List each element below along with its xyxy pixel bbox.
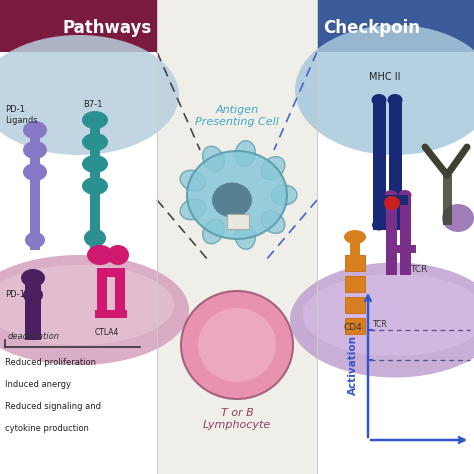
Bar xyxy=(317,0,474,474)
Ellipse shape xyxy=(0,35,179,155)
Ellipse shape xyxy=(198,308,276,382)
Bar xyxy=(317,0,474,52)
Bar xyxy=(390,245,416,253)
Text: PD-1: PD-1 xyxy=(5,290,25,299)
Ellipse shape xyxy=(235,223,255,249)
Ellipse shape xyxy=(23,163,47,181)
Bar xyxy=(157,0,317,474)
Ellipse shape xyxy=(384,190,398,200)
Text: B7-1: B7-1 xyxy=(83,100,102,109)
Bar xyxy=(115,277,125,312)
Text: T or B
Lymphocyte: T or B Lymphocyte xyxy=(203,408,271,430)
Bar xyxy=(0,0,158,52)
Bar xyxy=(30,130,40,250)
Text: Antigen
Presenting Cell: Antigen Presenting Cell xyxy=(195,105,279,127)
Text: CTLA4: CTLA4 xyxy=(95,328,119,337)
Text: deactivation: deactivation xyxy=(8,332,60,341)
Text: Induced anergy: Induced anergy xyxy=(5,380,71,389)
Ellipse shape xyxy=(23,287,43,303)
Ellipse shape xyxy=(372,219,386,230)
Ellipse shape xyxy=(180,170,206,191)
Ellipse shape xyxy=(0,265,174,345)
Ellipse shape xyxy=(21,269,45,287)
Ellipse shape xyxy=(25,232,45,248)
Bar xyxy=(97,268,125,277)
Ellipse shape xyxy=(399,190,411,200)
Bar xyxy=(345,276,365,292)
Bar xyxy=(376,195,408,205)
Text: PD-1
Ligands: PD-1 Ligands xyxy=(5,105,37,125)
Text: Checkpoin: Checkpoin xyxy=(323,19,420,37)
Bar xyxy=(345,297,365,313)
Ellipse shape xyxy=(388,94,402,106)
Bar xyxy=(345,318,365,334)
Text: TCR: TCR xyxy=(410,265,428,274)
Text: cytokine production: cytokine production xyxy=(5,424,89,433)
Ellipse shape xyxy=(290,263,474,377)
Bar xyxy=(389,100,402,230)
Ellipse shape xyxy=(442,204,474,232)
Text: CD4: CD4 xyxy=(344,323,363,332)
Bar xyxy=(95,310,127,318)
Ellipse shape xyxy=(0,255,189,365)
Ellipse shape xyxy=(302,274,474,356)
Ellipse shape xyxy=(384,196,400,210)
Ellipse shape xyxy=(82,133,108,151)
Text: TCR: TCR xyxy=(373,320,388,329)
Text: Pathways: Pathways xyxy=(63,19,152,37)
Ellipse shape xyxy=(261,210,285,233)
Ellipse shape xyxy=(271,185,297,205)
Bar xyxy=(90,120,100,250)
Bar xyxy=(350,238,360,258)
Ellipse shape xyxy=(107,245,129,265)
Ellipse shape xyxy=(187,151,287,239)
Bar xyxy=(400,195,411,275)
Bar xyxy=(227,214,249,229)
Bar xyxy=(97,277,107,312)
Text: Reduced signaling and: Reduced signaling and xyxy=(5,402,101,411)
Ellipse shape xyxy=(261,157,285,179)
Bar xyxy=(443,175,452,225)
Ellipse shape xyxy=(82,177,108,195)
Bar xyxy=(386,195,397,275)
Ellipse shape xyxy=(203,219,224,244)
Bar xyxy=(345,255,365,271)
Bar xyxy=(0,0,158,474)
Ellipse shape xyxy=(84,229,106,247)
Ellipse shape xyxy=(82,111,108,129)
Ellipse shape xyxy=(181,291,293,399)
Ellipse shape xyxy=(180,199,206,220)
Ellipse shape xyxy=(23,141,47,159)
Ellipse shape xyxy=(372,94,386,106)
Bar xyxy=(25,280,41,340)
Ellipse shape xyxy=(203,146,224,171)
Bar xyxy=(373,100,386,230)
Ellipse shape xyxy=(82,155,108,173)
Text: Activation: Activation xyxy=(348,335,358,395)
Ellipse shape xyxy=(212,182,252,218)
Ellipse shape xyxy=(344,230,366,244)
Ellipse shape xyxy=(388,219,402,230)
Text: Reduced proliferation: Reduced proliferation xyxy=(5,358,96,367)
Ellipse shape xyxy=(87,245,113,265)
Ellipse shape xyxy=(295,25,474,155)
Ellipse shape xyxy=(235,141,255,166)
Ellipse shape xyxy=(23,121,47,139)
Text: MHC II: MHC II xyxy=(369,72,401,82)
